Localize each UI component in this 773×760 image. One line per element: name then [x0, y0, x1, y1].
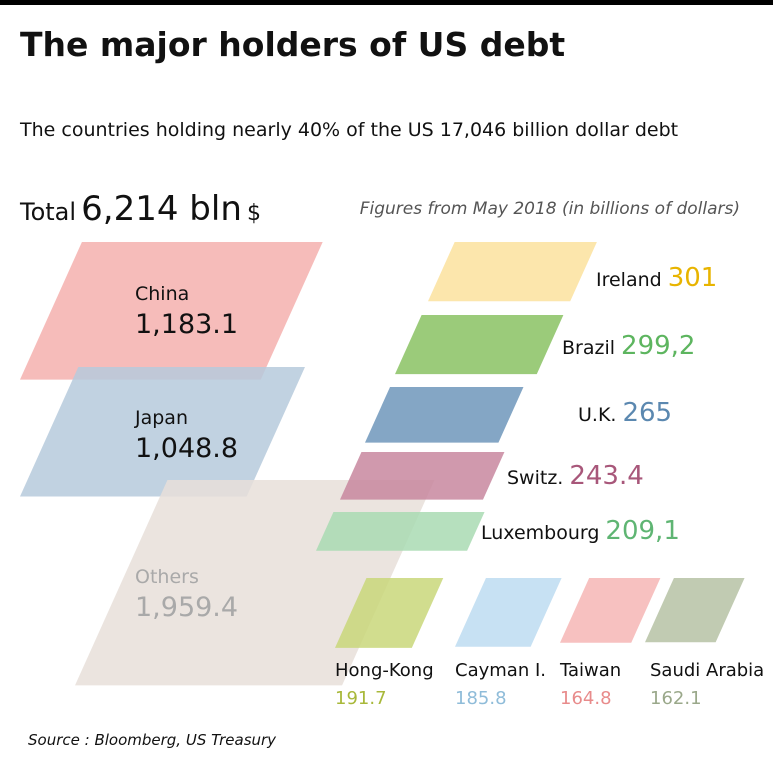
holder-value: 209,1 — [605, 516, 679, 546]
holder-name: Luxembourg — [481, 522, 599, 544]
holder-name: Hong-Kong — [335, 660, 434, 681]
top-bar — [0, 0, 773, 5]
holder-name: Taiwan — [559, 660, 621, 681]
holder-shape — [455, 578, 562, 647]
holder-value: 299,2 — [621, 331, 695, 361]
labels: China 1,183.1 Japan 1,048.8 Others 1,959.4 Ire… — [134, 263, 764, 709]
holder-name: Others — [135, 566, 199, 588]
total-unit: $ — [247, 201, 261, 226]
holder-shape — [395, 315, 564, 375]
holder-shape — [365, 387, 524, 443]
holder-name: Ireland — [596, 269, 662, 291]
note: Figures from May 2018 (in billions of do… — [360, 199, 740, 219]
holder-value: 164.8 — [560, 688, 612, 709]
holder-name: Japan — [134, 407, 188, 429]
holder-value: 191.7 — [335, 688, 387, 709]
holder-label: Switz. 243.4 — [507, 461, 644, 491]
holder-name: Brazil — [562, 337, 615, 359]
holder-shape — [335, 578, 444, 648]
total-label: Total — [19, 198, 76, 226]
holder-name: Switz. — [507, 467, 563, 489]
holder-label: U.K. 265 — [578, 398, 672, 428]
holder-value: 1,048.8 — [135, 433, 238, 464]
holder-label: Brazil 299,2 — [562, 331, 695, 361]
holder-name: Cayman I. — [455, 660, 546, 681]
holder-value: 243.4 — [569, 461, 643, 491]
holder-value: 185.8 — [455, 688, 507, 709]
holder-value: 1,183.1 — [135, 309, 238, 340]
holder-name: China — [135, 283, 189, 305]
holder-shape — [560, 578, 661, 643]
holder-label: Ireland 301 — [596, 263, 717, 293]
holder-shape — [20, 242, 323, 380]
holder-name: U.K. — [578, 404, 616, 426]
holder-shape — [316, 512, 485, 551]
holder-shape — [645, 578, 745, 643]
holder-name: Saudi Arabia — [650, 660, 764, 681]
holder-value: 1,959.4 — [135, 592, 238, 623]
subtitle: The countries holding nearly 40% of the … — [19, 119, 678, 141]
holder-value: 162.1 — [650, 688, 702, 709]
source: Source : Bloomberg, US Treasury — [28, 731, 277, 749]
shapes — [20, 242, 745, 686]
total: Total 6,214 bln $ — [19, 189, 261, 229]
holder-shape — [428, 242, 597, 302]
total-value: 6,214 bln — [81, 189, 242, 229]
holder-shape — [340, 452, 505, 500]
holder-value: 265 — [622, 398, 672, 428]
title: The major holders of US debt — [20, 25, 565, 64]
holder-label: Luxembourg 209,1 — [481, 516, 680, 546]
holder-shape — [20, 367, 305, 497]
holder-value: 301 — [668, 263, 718, 293]
